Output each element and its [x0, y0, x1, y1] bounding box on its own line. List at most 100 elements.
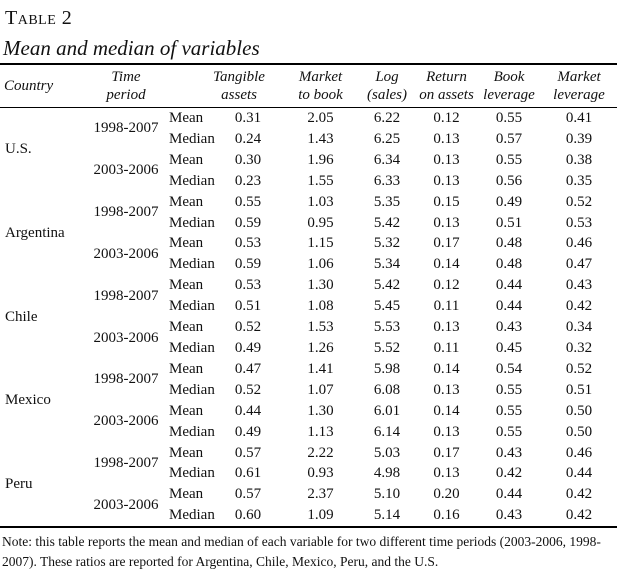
- value-cell-book_leverage: 0.48: [495, 235, 523, 252]
- value-cell-log_sales: 5.45: [373, 298, 401, 315]
- value-cell-log_sales: 5.32: [373, 235, 401, 252]
- value-cell-market_leverage: 0.32: [565, 339, 593, 356]
- value-cell-book_leverage: 0.49: [495, 193, 523, 210]
- value-cell-return_on_assets: 0.14: [433, 256, 460, 273]
- value-cell-log_sales: 6.25: [373, 130, 401, 147]
- column-header-line: Country: [4, 78, 54, 94]
- value-cell-market_leverage: 0.46: [565, 235, 593, 252]
- value-cell-book_leverage: 0.56: [495, 172, 523, 189]
- table-row: Median 0.49 1.26 5.52 0.11 0.45 0.32: [0, 338, 617, 359]
- time-period-cell: 1998-2007: [93, 204, 159, 221]
- value-cell-market_to_book: 0.93: [307, 465, 334, 482]
- value-cell-tangible_assets: 0.59: [234, 214, 262, 231]
- country-cell: Mexico: [5, 392, 51, 409]
- stat-label-cell: Mean: [169, 151, 204, 168]
- time-period-cell: 2003-2006: [93, 245, 159, 262]
- column-header-period: Time period: [86, 64, 166, 108]
- column-header-line: leverage: [483, 87, 535, 103]
- country-cell: Argentina: [5, 224, 65, 241]
- value-cell-tangible_assets: 0.31: [234, 110, 262, 126]
- value-cell-book_leverage: 0.43: [495, 319, 523, 336]
- value-cell-return_on_assets: 0.13: [433, 465, 460, 482]
- stat-label-cell: Median: [169, 339, 215, 356]
- value-cell-market_leverage: 0.47: [565, 256, 593, 273]
- value-cell-tangible_assets: 0.57: [234, 486, 262, 503]
- table-row: U.S. 1998-2007 Mean 0.31 2.05 6.22 0.12 0.55 0.4…: [0, 108, 617, 157]
- column-header-line: period: [106, 87, 146, 103]
- value-cell-log_sales: 5.53: [373, 319, 401, 336]
- value-cell-market_leverage: 0.38: [565, 151, 593, 168]
- stat-label-cell: Median: [169, 465, 215, 482]
- value-cell-return_on_assets: 0.15: [433, 193, 460, 210]
- value-cell-book_leverage: 0.48: [495, 256, 523, 273]
- value-cell-book_leverage: 0.55: [495, 151, 523, 168]
- value-cell-return_on_assets: 0.17: [433, 235, 460, 252]
- stat-label-cell: Median: [169, 381, 215, 398]
- value-cell-market_to_book: 1.07: [307, 381, 334, 398]
- value-cell-tangible_assets: 0.47: [234, 360, 262, 377]
- column-header-line: leverage: [553, 87, 605, 103]
- value-cell-market_leverage: 0.34: [565, 319, 593, 336]
- value-cell-market_leverage: 0.52: [565, 360, 593, 377]
- value-cell-market_to_book: 1.53: [307, 319, 334, 336]
- value-cell-return_on_assets: 0.16: [433, 507, 460, 524]
- column-header-stat: [166, 64, 213, 108]
- value-cell-return_on_assets: 0.11: [433, 298, 460, 315]
- value-cell-market_leverage: 0.53: [565, 214, 593, 231]
- value-cell-book_leverage: 0.55: [495, 381, 523, 398]
- value-cell-market_leverage: 0.43: [565, 277, 593, 294]
- value-cell-log_sales: 5.52: [373, 339, 401, 356]
- table-row: Chile 1998-2007 Mean 0.53 1.30 5.42 0.12 0.44 0.…: [0, 275, 617, 324]
- value-cell-return_on_assets: 0.14: [433, 360, 460, 377]
- table-row: Mexico 1998-2007 Mean 0.47 1.41 5.98 0.14 0.54 0…: [0, 359, 617, 408]
- value-cell-log_sales: 5.42: [373, 277, 401, 294]
- table-row: Median 0.59 0.95 5.42 0.13 0.51 0.53: [0, 213, 617, 234]
- value-cell-tangible_assets: 0.52: [234, 319, 262, 336]
- value-cell-market_to_book: 1.41: [307, 360, 334, 377]
- table-row: Median 0.51 1.08 5.45 0.11 0.44 0.42: [0, 296, 617, 317]
- value-cell-tangible_assets: 0.24: [234, 130, 262, 147]
- column-header-book_leverage: Book leverage: [477, 64, 541, 108]
- value-cell-market_to_book: 1.13: [307, 423, 334, 440]
- table-row: Peru 1998-2007 Mean 0.57 2.22 5.03 0.17 0.43 0.4…: [0, 443, 617, 492]
- time-period-cell: 1998-2007: [93, 371, 159, 388]
- value-cell-log_sales: 4.98: [373, 465, 401, 482]
- value-cell-tangible_assets: 0.52: [234, 381, 262, 398]
- value-cell-return_on_assets: 0.13: [433, 151, 460, 168]
- table-row: Median 0.60 1.09 5.14 0.16 0.43 0.42: [0, 505, 617, 527]
- value-cell-return_on_assets: 0.13: [433, 319, 460, 336]
- stat-label-cell: Median: [169, 256, 215, 273]
- value-cell-market_to_book: 1.30: [307, 402, 334, 419]
- value-cell-tangible_assets: 0.57: [234, 444, 262, 461]
- stat-label-cell: Median: [169, 214, 215, 231]
- time-period-cell: 1998-2007: [93, 287, 159, 304]
- time-period-cell: 1998-2007: [93, 120, 159, 137]
- value-cell-return_on_assets: 0.13: [433, 172, 460, 189]
- column-header-line: Market: [298, 69, 343, 85]
- stat-label-cell: Median: [169, 423, 215, 440]
- value-cell-market_leverage: 0.41: [565, 110, 593, 126]
- table-row: 2003-2006 Mean 0.57 2.37 5.10 0.20 0.44 0.42: [0, 484, 617, 512]
- column-header-tangible_assets: Tangible assets: [213, 64, 283, 108]
- value-cell-market_leverage: 0.46: [565, 444, 593, 461]
- value-cell-market_to_book: 1.06: [307, 256, 334, 273]
- column-header-line: to book: [298, 87, 343, 103]
- table-header: Country Time period Tangible assets Market to …: [0, 64, 617, 108]
- column-header-line: Market: [557, 69, 601, 85]
- time-period-cell: 2003-2006: [93, 413, 159, 430]
- stat-label-cell: Median: [169, 507, 215, 524]
- value-cell-log_sales: 5.14: [373, 507, 401, 524]
- value-cell-log_sales: 6.33: [373, 172, 401, 189]
- column-header-market_to_book: Market to book: [283, 64, 358, 108]
- column-header-line: Log: [375, 69, 399, 85]
- time-period-cell: 2003-2006: [93, 496, 159, 513]
- stat-label-cell: Mean: [169, 277, 204, 294]
- value-cell-market_leverage: 0.35: [565, 172, 593, 189]
- table-row: Median 0.61 0.93 4.98 0.13 0.42 0.44: [0, 463, 617, 484]
- value-cell-return_on_assets: 0.14: [433, 402, 460, 419]
- column-header-line: (sales): [367, 87, 407, 103]
- value-cell-tangible_assets: 0.59: [234, 256, 262, 273]
- header-row: Country Time period Tangible assets Market to …: [0, 64, 617, 108]
- value-cell-log_sales: 6.01: [373, 402, 401, 419]
- value-cell-return_on_assets: 0.13: [433, 381, 460, 398]
